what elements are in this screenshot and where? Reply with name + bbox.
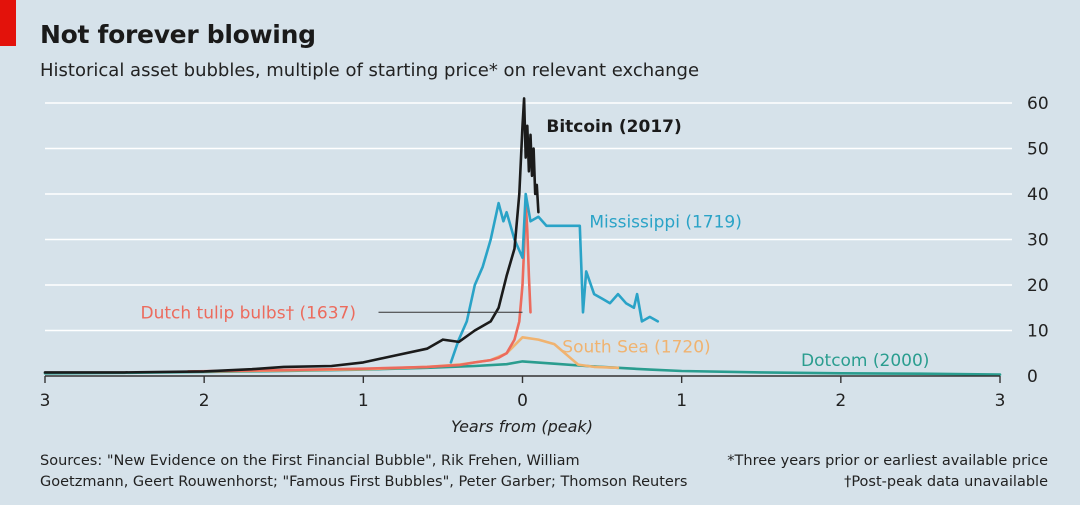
y-tick-label: 10 [1027,322,1049,342]
series-label: Mississippi (1719) [589,212,742,232]
sources-line-2: Goetzmann, Geert Rouwenhorst; "Famous Fi… [40,474,688,490]
x-axis-title: Years from (peak) [451,417,593,436]
y-tick-label: 20 [1027,276,1049,296]
series-label: Bitcoin (2017) [546,117,681,137]
chart-subtitle: Historical asset bubbles, multiple of st… [40,60,700,81]
x-tick-label: 3 [995,391,1006,411]
x-tick-label: 1 [676,391,687,411]
y-tick-label: 60 [1027,94,1049,114]
footnotes: *Three years prior or earliest available… [727,451,1048,493]
series-line-2 [187,201,532,373]
series-line-3 [449,192,660,364]
x-tick-label: 2 [835,391,846,411]
series-label: Dutch tulip bulbs† (1637) [141,303,357,323]
sources-note: Sources: "New Evidence on the First Fina… [40,451,730,493]
series-label: South Sea (1720) [562,337,710,357]
x-tick-label: 0 [517,391,528,411]
y-tick-label: 30 [1027,231,1049,251]
y-tick-label: 40 [1027,185,1049,205]
sources-line-1: Sources: "New Evidence on the First Fina… [40,453,580,469]
x-axis: 3 2 1 0 1 2 3 [40,375,1006,411]
series-lines [43,97,1002,376]
x-tick-label: 2 [199,391,210,411]
x-tick-label: 3 [40,391,51,411]
x-tick-label: 1 [358,391,369,411]
footnote-post-peak: †Post-peak data unavailable [844,474,1048,490]
brand-red-tab [0,0,16,46]
footnote-starting-price: *Three years prior or earliest available… [727,453,1048,469]
series-line-4 [43,97,540,374]
y-axis-ticks: 0 10 20 30 40 50 60 [1027,94,1049,387]
y-tick-label: 0 [1027,367,1038,387]
series-label: Dotcom (2000) [801,351,929,371]
y-tick-label: 50 [1027,140,1049,160]
series-labels: Bitcoin (2017) Mississippi (1719) Dutch tu… [141,117,930,371]
chart-title: Not forever blowing [40,20,316,49]
